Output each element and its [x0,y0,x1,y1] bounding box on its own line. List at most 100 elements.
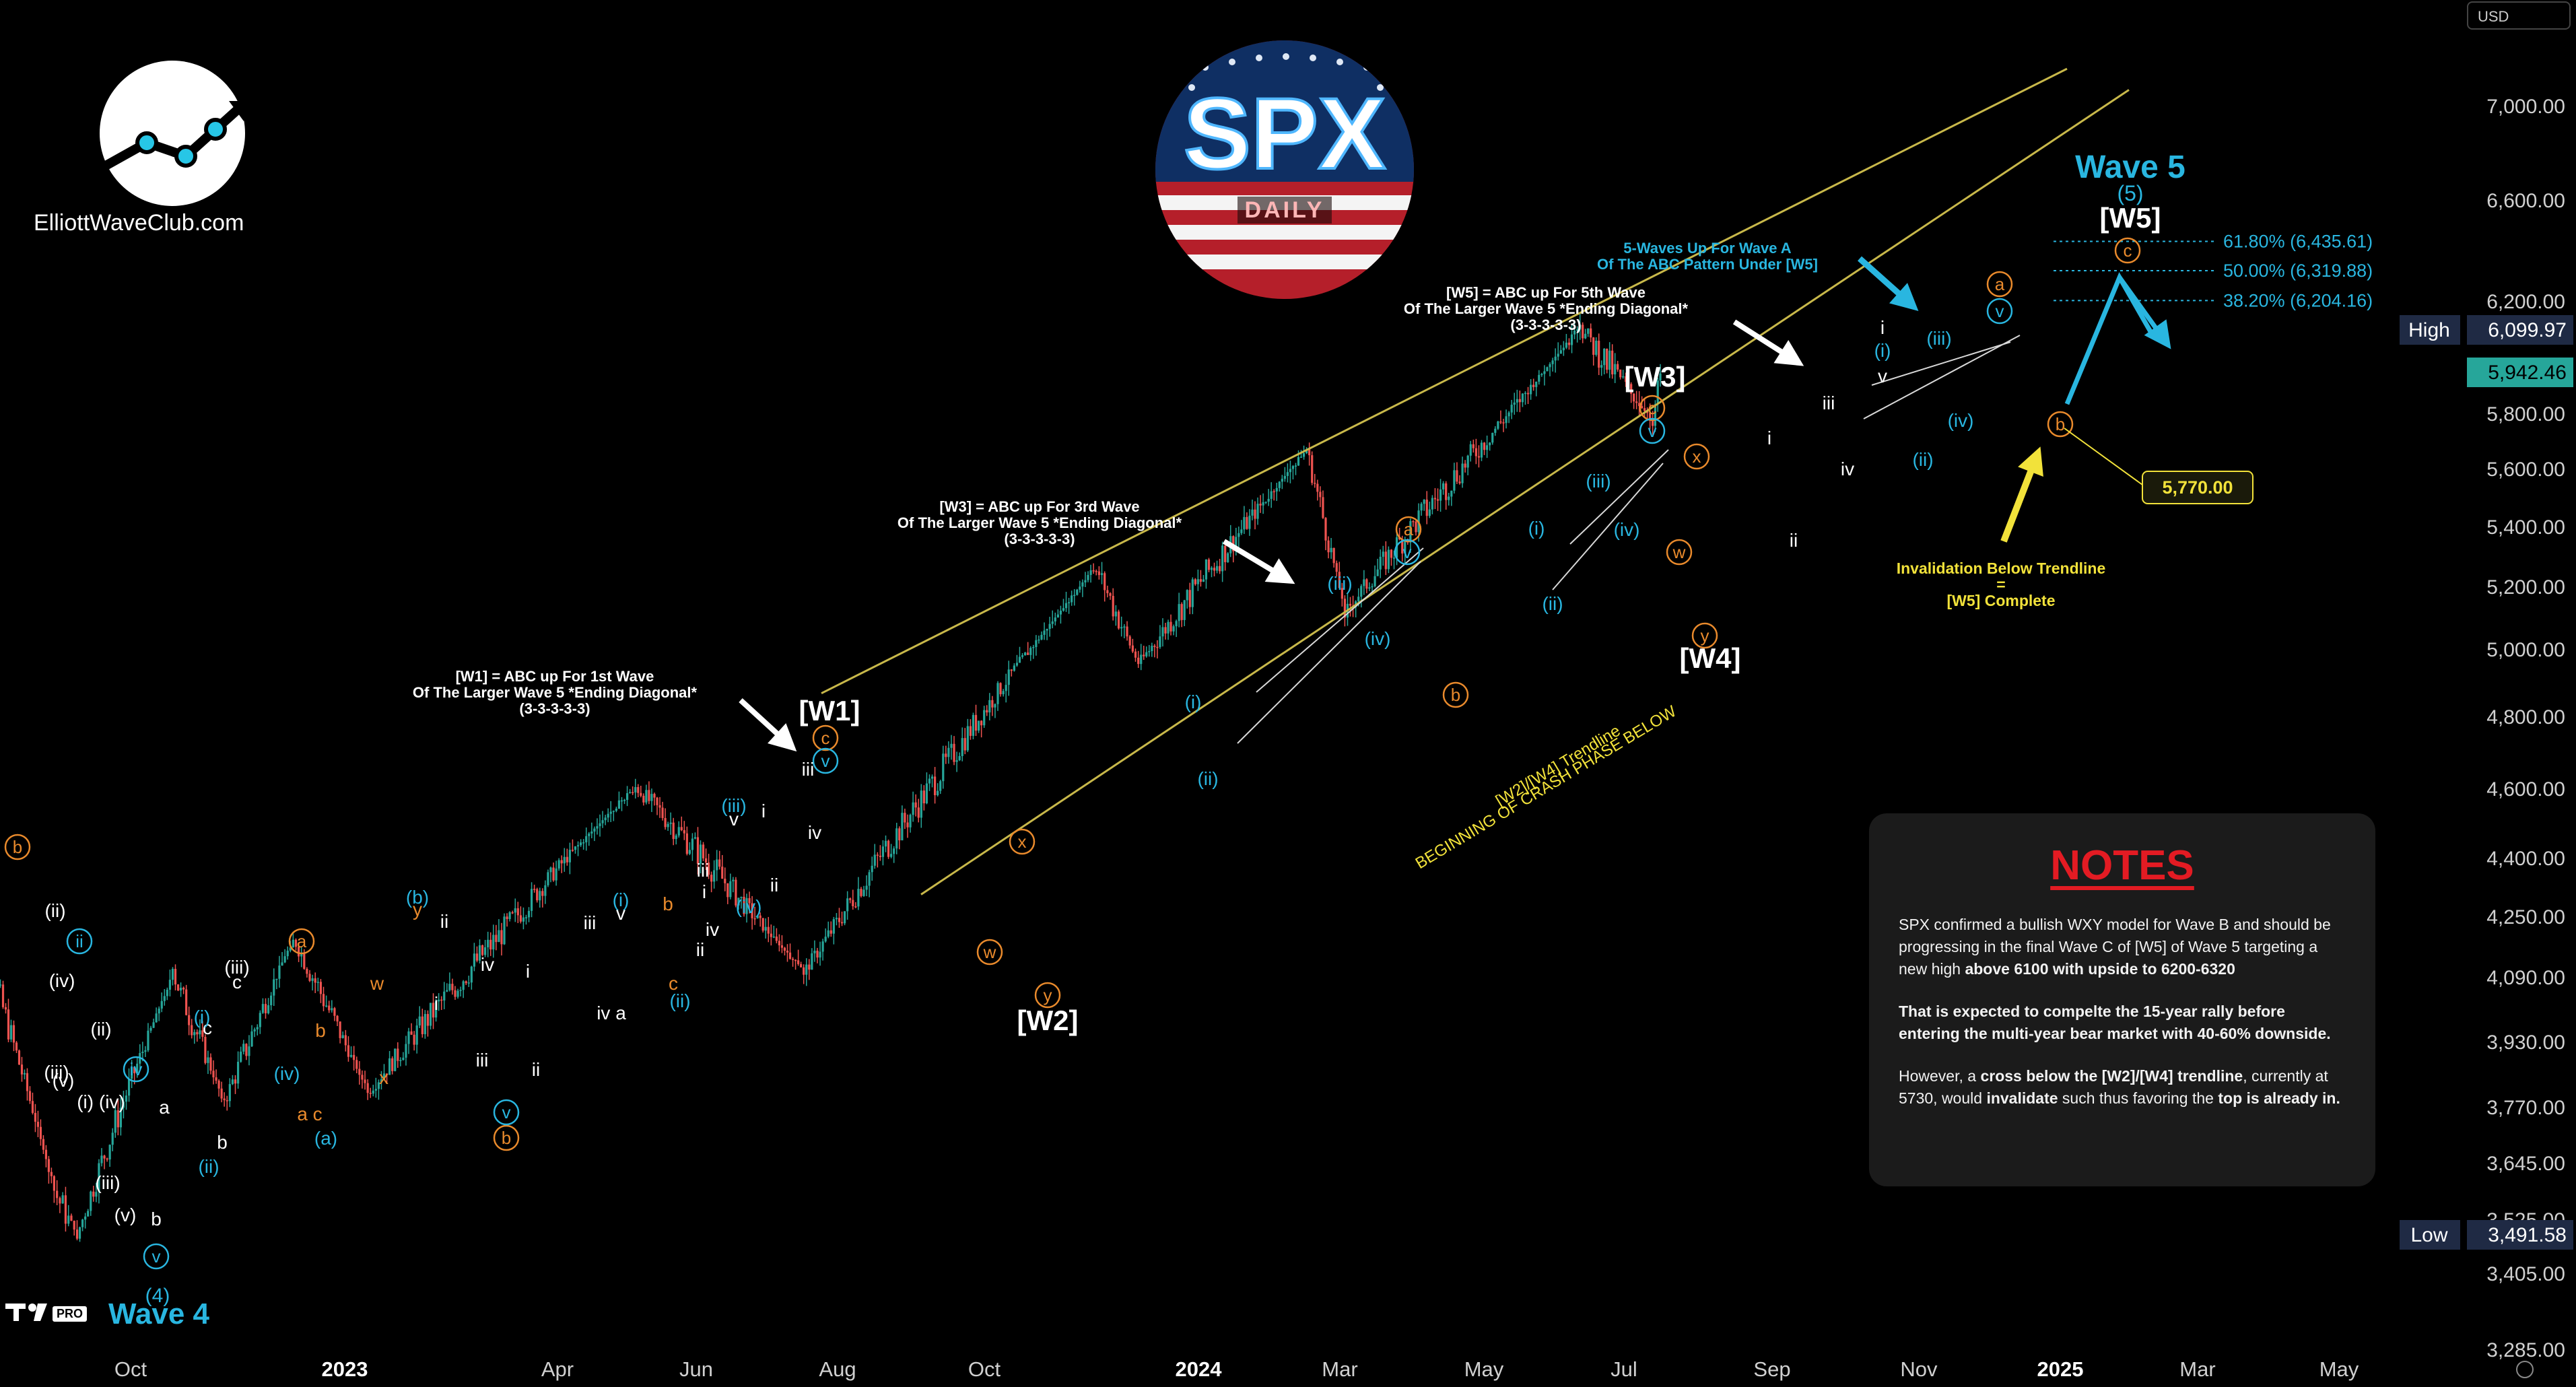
candle-body [1029,648,1032,655]
time-axis[interactable]: Oct 2023 Apr Jun Aug Oct 2024 Mar May Jul Sep Nov 20… [114,1357,2534,1381]
candle-body [103,1155,106,1159]
wave-sublabel: iv [808,822,821,843]
candle-body [693,837,697,839]
wave-circle [66,928,93,955]
candle-body [90,1191,92,1211]
wave-circle [493,1124,520,1151]
candle-body [53,1176,55,1191]
candle-body [47,1159,50,1172]
wave-circle-label: c [821,728,830,748]
candle-body [1123,626,1126,628]
candle-body [166,989,168,996]
candle-body [876,854,879,856]
candle-body [950,743,953,748]
notes-bold: That is expected to compelte the 15-year… [1899,1003,2331,1042]
candle-body [821,941,824,952]
candle-body [1126,626,1128,637]
candle-body [612,811,615,812]
wave-sublabel: ii [440,911,448,932]
candle-body [228,1084,231,1102]
price-tick: 5,800.00 [2486,403,2565,426]
candle-body [1483,442,1486,450]
candle-body [566,856,568,862]
candle-body [1275,487,1278,492]
candle-body [838,918,841,922]
candle-body [415,1025,418,1045]
candle-body [514,908,516,913]
candle-body [1439,489,1442,501]
annotation-arrow [2000,456,2039,543]
candle-body [713,870,716,882]
candle-body [840,922,844,924]
candle-body [50,1172,53,1176]
candle-body [410,1031,413,1035]
candle-body [84,1216,87,1220]
time-tick: Jun [679,1357,713,1381]
candle-body [212,1071,215,1078]
wave-circle [143,1243,170,1270]
currency-selector[interactable]: USD [2467,1,2571,30]
candle-body [191,1025,193,1036]
candle-body [1046,629,1048,631]
wave-circle [123,1056,149,1083]
candle-body [361,1075,364,1080]
wave-circle [1666,539,1693,566]
candle-body [571,850,574,851]
candle-body [1062,608,1065,611]
wave-sublabel: a c [297,1104,322,1124]
candle-body [481,945,484,955]
candle-body [215,1077,217,1081]
candle-body [319,982,323,994]
wave-sublabel: iv [706,919,719,940]
notes-text: SPX confirmed a bullish WXY model for Wa… [1899,916,2331,978]
candle-body [70,1215,73,1221]
candle-body [1213,568,1216,571]
candle-body [1114,611,1117,617]
candle-body [648,790,650,801]
annotation-trendline: BEGINNING OF CRASH PHASE BELOW [1413,702,1680,873]
candle-body [615,809,617,811]
candle-body [576,845,580,847]
candle-body [541,891,544,896]
notes-text: such thus favoring the [2058,1089,2218,1107]
candle-body [1431,498,1433,510]
candle-body [813,950,816,953]
candle-body [209,1057,212,1071]
candle-body [925,783,928,804]
candle-body [1382,551,1384,557]
candle-body [632,792,634,794]
candle-body [394,1048,397,1071]
wave-sublabel: v [1878,366,1887,386]
wave-circle [1691,622,1718,649]
wave-sublabel: ii [770,875,778,895]
annotation-invalidation: = [1996,576,2005,593]
candle-body [443,991,446,1001]
candle-body [835,918,838,920]
candle-body [1207,559,1211,570]
candle-body [1464,463,1466,468]
candle-body [322,994,325,1007]
candle-body [873,854,876,866]
candle-body [1526,393,1530,395]
notes-panel: NOTES SPX confirmed a bullish WXY model … [1869,813,2375,1186]
candle-body [1573,330,1576,335]
wave-label-w5: [W5] [2100,202,2161,234]
candle-body [1145,652,1148,656]
fib-label: 38.20% (6,204.16) [2223,290,2373,310]
candle-body [527,910,531,918]
price-axis[interactable]: 7,000.00 6,600.00 6,200.00 5,800.00 5,600.00… [2400,96,2573,1361]
candle-body [601,820,604,823]
wave-sublabel: (ii) [669,990,690,1011]
candle-body [1387,549,1390,570]
wave-sublabel: (v) [114,1205,137,1225]
candle-body [1240,529,1243,533]
wave-sublabel: (a) [314,1128,337,1149]
candle-body [1306,449,1308,454]
candle-body [846,898,849,912]
wave-sublabel: b [151,1209,162,1229]
candle-body [1576,329,1579,331]
candle-body [827,930,829,937]
candle-body [237,1061,240,1084]
wave-circle-label: a [1995,274,2005,294]
